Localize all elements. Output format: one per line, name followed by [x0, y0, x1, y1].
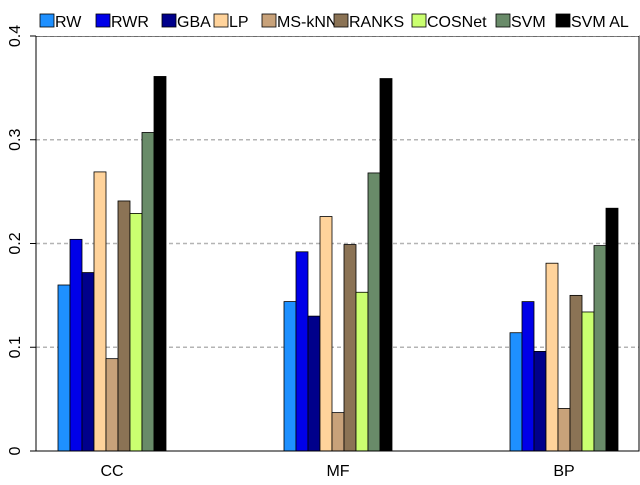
- bar-cc-svm: [141, 132, 155, 452]
- y-axis: 0 0.1 0.2 0.3 0.4: [7, 25, 36, 455]
- legend-label: GBA: [177, 14, 211, 31]
- bar-mf-rw: [283, 301, 297, 452]
- legend-swatch: [411, 13, 427, 28]
- bar-cc-svm-al: [153, 76, 167, 452]
- bar-bp-svm-al: [605, 207, 619, 452]
- bar-cc-lp: [93, 171, 107, 452]
- legend-swatch: [95, 13, 111, 28]
- x-axis: CC MF BP: [100, 463, 574, 480]
- bar-mf-svm-al: [379, 78, 393, 452]
- y-tick-label: 0.3: [7, 129, 24, 151]
- legend-label: RANKS: [349, 14, 404, 31]
- bar-cc-rwr: [69, 238, 83, 452]
- bar-mf-lp: [319, 216, 333, 452]
- bar-mf-cosnet: [355, 291, 369, 452]
- y-tick-label: 0: [7, 446, 24, 455]
- legend-swatch: [213, 13, 229, 28]
- bar-bp-svm: [593, 245, 607, 452]
- legend-swatch: [333, 13, 349, 28]
- y-tick-label: 0.1: [7, 336, 24, 358]
- legend-swatch: [495, 13, 511, 28]
- bar-bp-cosnet: [581, 311, 595, 452]
- bar-bp-rwr: [521, 301, 535, 452]
- bar-mf-svm: [367, 172, 381, 452]
- y-tick-label: 0.4: [7, 25, 24, 47]
- bar-cc-cosnet: [129, 213, 143, 452]
- y-tick-label: 0.2: [7, 232, 24, 254]
- bar-bp-ms-knn: [557, 408, 571, 452]
- legend-swatch: [39, 13, 55, 28]
- legend: RW RWR GBA LP MS-kNN RANKS COSNet SVM SVM AL: [36, 8, 639, 36]
- bar-bp-rw: [509, 332, 523, 452]
- legend-swatch: [261, 13, 277, 28]
- legend-swatch: [161, 13, 177, 28]
- legend-swatch: [555, 13, 571, 28]
- legend-label: SVM: [511, 14, 546, 31]
- bar-cc-ms-knn: [105, 358, 119, 452]
- bar-cc-ranks: [117, 200, 131, 452]
- legend-label: LP: [229, 14, 249, 31]
- bar-mf-gba: [307, 315, 321, 452]
- bar-mf-ms-knn: [331, 412, 345, 452]
- x-tick-label: MF: [326, 463, 349, 480]
- bar-bp-lp: [545, 262, 559, 452]
- x-tick-label: CC: [100, 463, 123, 480]
- legend-label: RWR: [111, 14, 149, 31]
- bar-bp-ranks: [569, 294, 583, 452]
- bars: [57, 76, 619, 452]
- bar-mf-ranks: [343, 244, 357, 452]
- bar-mf-rwr: [295, 251, 309, 452]
- x-tick-label: BP: [553, 463, 574, 480]
- bar-bp-gba: [533, 350, 547, 452]
- legend-label: RW: [55, 14, 82, 31]
- legend-label: COSNet: [427, 14, 487, 31]
- legend-label: MS-kNN: [277, 14, 337, 31]
- bar-cc-gba: [81, 272, 95, 452]
- bar-cc-rw: [57, 284, 71, 452]
- legend-label: SVM AL: [571, 14, 629, 31]
